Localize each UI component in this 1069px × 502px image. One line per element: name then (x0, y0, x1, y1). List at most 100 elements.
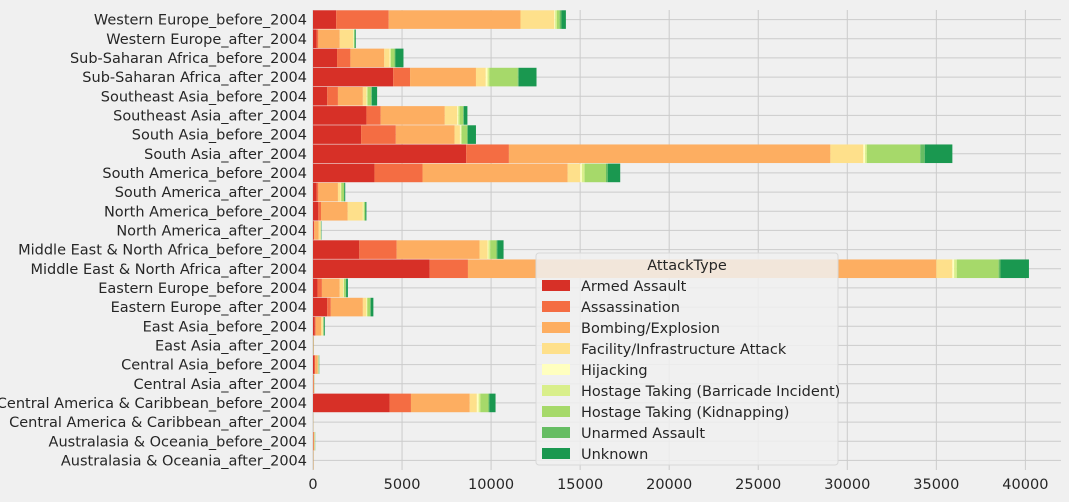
legend-title: AttackType (647, 258, 727, 274)
bar-segment (925, 144, 953, 163)
bar-segment (313, 10, 336, 29)
bar-segment (390, 49, 391, 68)
bar-segment (313, 87, 327, 106)
legend-label: Assassination (581, 300, 680, 316)
bar-segment (390, 49, 391, 68)
bar-segment (423, 164, 568, 183)
x-tick-label: 10000 (468, 477, 514, 493)
bar-segment (467, 125, 468, 144)
bar-segment (324, 317, 325, 336)
bar-segment (568, 164, 580, 183)
bar-segment (464, 106, 468, 125)
bar-segment (313, 298, 327, 317)
y-tick-label: South Asia_after_2004 (144, 147, 307, 163)
bar-segment (957, 259, 999, 278)
x-tick-label: 30000 (824, 477, 870, 493)
bar-segment (390, 394, 411, 413)
bar-segment (519, 68, 537, 87)
bar-segment (384, 49, 389, 68)
bar-segment (313, 394, 390, 413)
bar-segment (954, 259, 957, 278)
legend-swatch (542, 280, 570, 291)
bar-segment (340, 29, 353, 48)
bar-segment (363, 202, 364, 221)
bar-segment (313, 240, 359, 259)
bar-segment (316, 317, 321, 336)
bar-segment (367, 298, 370, 317)
bar-segment (457, 106, 458, 125)
bar-segment (395, 49, 403, 68)
y-tick-label: Australasia & Oceania_after_2004 (61, 453, 307, 469)
bar-segment (580, 164, 582, 183)
bar-segment (411, 394, 470, 413)
bar-segment (477, 394, 479, 413)
y-tick-label: Central America & Caribbean_before_2004 (0, 396, 307, 412)
x-tick-label: 35000 (913, 477, 959, 493)
bar-segment (920, 144, 924, 163)
bar-segment (313, 279, 317, 298)
bar-segment (313, 29, 317, 48)
bar-segment (488, 240, 489, 259)
bar-segment (361, 125, 396, 144)
bar-segment (381, 106, 445, 125)
bar-segment (480, 394, 488, 413)
legend-swatch (542, 322, 570, 333)
y-tick-label: Southeast Asia_after_2004 (113, 108, 307, 124)
bar-segment (338, 87, 363, 106)
bar-segment (952, 259, 954, 278)
y-tick-label: Western Europe_after_2004 (106, 32, 307, 48)
x-tick-label: 15000 (557, 477, 603, 493)
legend-swatch (542, 385, 570, 396)
bar-segment (314, 374, 315, 393)
bar-segment (340, 279, 344, 298)
bar-segment (353, 29, 354, 48)
bar-segment (608, 164, 620, 183)
bar-segment (359, 240, 396, 259)
legend-swatch (542, 301, 570, 312)
bar-segment (410, 68, 476, 87)
y-tick-label: Middle East & North Africa_after_2004 (30, 262, 307, 278)
bar-segment (374, 164, 422, 183)
bar-segment (863, 144, 865, 163)
bar-segment (430, 259, 468, 278)
bar-segment (479, 394, 481, 413)
legend-label: Bombing/Explosion (581, 321, 720, 337)
x-tick-label: 5000 (384, 477, 421, 493)
bar-segment (313, 164, 374, 183)
bar-segment (393, 68, 410, 87)
bar-segment (489, 68, 517, 87)
bar-segment (396, 125, 455, 144)
y-tick-label: Central Asia_after_2004 (134, 377, 308, 393)
bar-segment (336, 10, 389, 29)
bar-segment (585, 164, 606, 183)
legend-swatch (542, 343, 570, 354)
bar-segment (462, 125, 467, 144)
bar-segment (497, 240, 503, 259)
bar-segment (470, 394, 477, 413)
bar-segment (490, 240, 496, 259)
bar-segment (322, 279, 340, 298)
bar-segment (445, 106, 457, 125)
bar-segment (554, 10, 555, 29)
bar-segment (321, 317, 323, 336)
bar-segment (317, 279, 321, 298)
x-tick-label: 40000 (1002, 477, 1048, 493)
bar-segment (463, 106, 464, 125)
bar-segment (488, 68, 490, 87)
bar-segment (313, 202, 318, 221)
bar-segment (560, 10, 562, 29)
y-tick-label: Central America & Caribbean_after_2004 (9, 415, 307, 431)
legend-swatch (542, 364, 570, 375)
bar-segment (455, 125, 460, 144)
bar-segment (372, 87, 377, 106)
bar-segment (338, 183, 341, 202)
bar-segment (466, 144, 509, 163)
bar-segment (395, 49, 396, 68)
bar-segment (344, 183, 345, 202)
bar-segment (313, 125, 361, 144)
bar-segment (318, 183, 338, 202)
legend-label: Hostage Taking (Kidnapping) (581, 405, 789, 421)
bar-segment (1000, 259, 1028, 278)
bar-segment (496, 240, 497, 259)
